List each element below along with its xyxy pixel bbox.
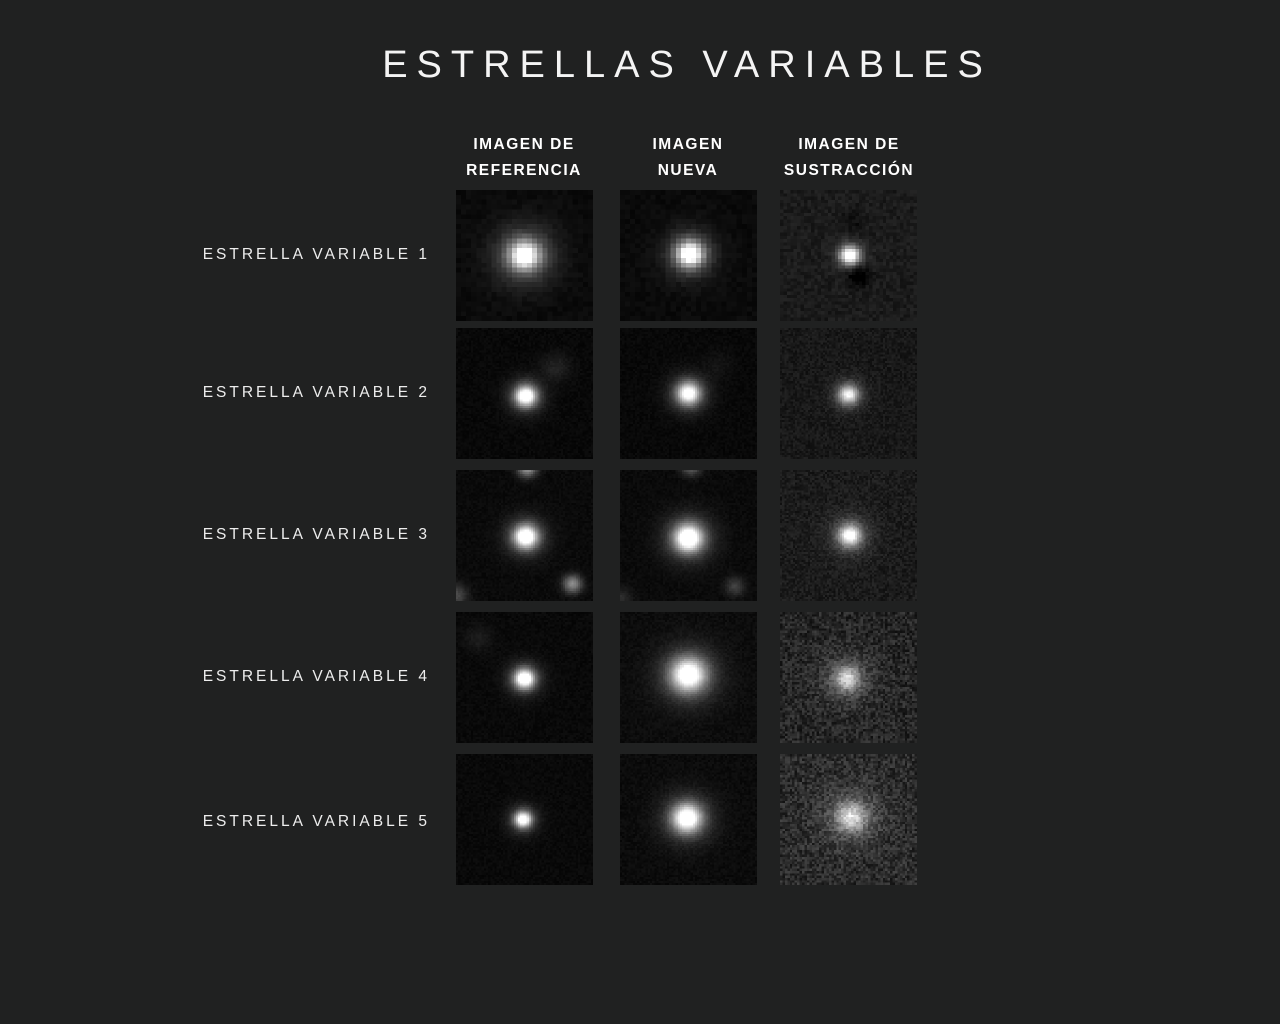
star-image-4-sustraccion bbox=[780, 612, 917, 743]
star-image-2-referencia bbox=[456, 328, 593, 459]
star-image-5-sustraccion bbox=[780, 754, 917, 885]
column-header-nueva: IMAGEN NUEVA bbox=[588, 132, 788, 184]
star-image-4-referencia bbox=[456, 612, 593, 743]
column-header-sustraccion: IMAGEN DE SUSTRACCIÓN bbox=[749, 132, 949, 184]
star-image-1-sustraccion bbox=[780, 190, 917, 321]
column-header-line: SUSTRACCIÓN bbox=[783, 162, 915, 179]
star-image-3-nueva bbox=[620, 470, 757, 601]
star-image-3-sustraccion bbox=[780, 470, 917, 601]
star-image-2-sustraccion bbox=[780, 328, 917, 459]
star-image-5-referencia bbox=[456, 754, 593, 885]
star-image-2-nueva bbox=[620, 328, 757, 459]
star-image-1-nueva bbox=[620, 190, 757, 321]
row-label-estrella-1: ESTRELLA VARIABLE 1 bbox=[202, 246, 430, 263]
row-label-estrella-4: ESTRELLA VARIABLE 4 bbox=[202, 668, 430, 685]
column-header-referencia: IMAGEN DE REFERENCIA bbox=[424, 132, 624, 184]
row-label-estrella-2: ESTRELLA VARIABLE 2 bbox=[202, 384, 430, 401]
star-image-3-referencia bbox=[456, 470, 593, 601]
star-image-4-nueva bbox=[620, 612, 757, 743]
row-label-estrella-5: ESTRELLA VARIABLE 5 bbox=[202, 813, 430, 830]
column-header-line: REFERENCIA bbox=[466, 162, 582, 179]
row-label-estrella-3: ESTRELLA VARIABLE 3 bbox=[202, 526, 430, 543]
star-image-5-nueva bbox=[620, 754, 757, 885]
column-header-line: IMAGEN bbox=[652, 136, 724, 153]
star-image-1-referencia bbox=[456, 190, 593, 321]
page-title: ESTRELLAS VARIABLES bbox=[382, 44, 992, 86]
column-header-line: IMAGEN DE bbox=[473, 136, 575, 153]
column-header-line: IMAGEN DE bbox=[798, 136, 900, 153]
column-header-line: NUEVA bbox=[657, 162, 719, 179]
